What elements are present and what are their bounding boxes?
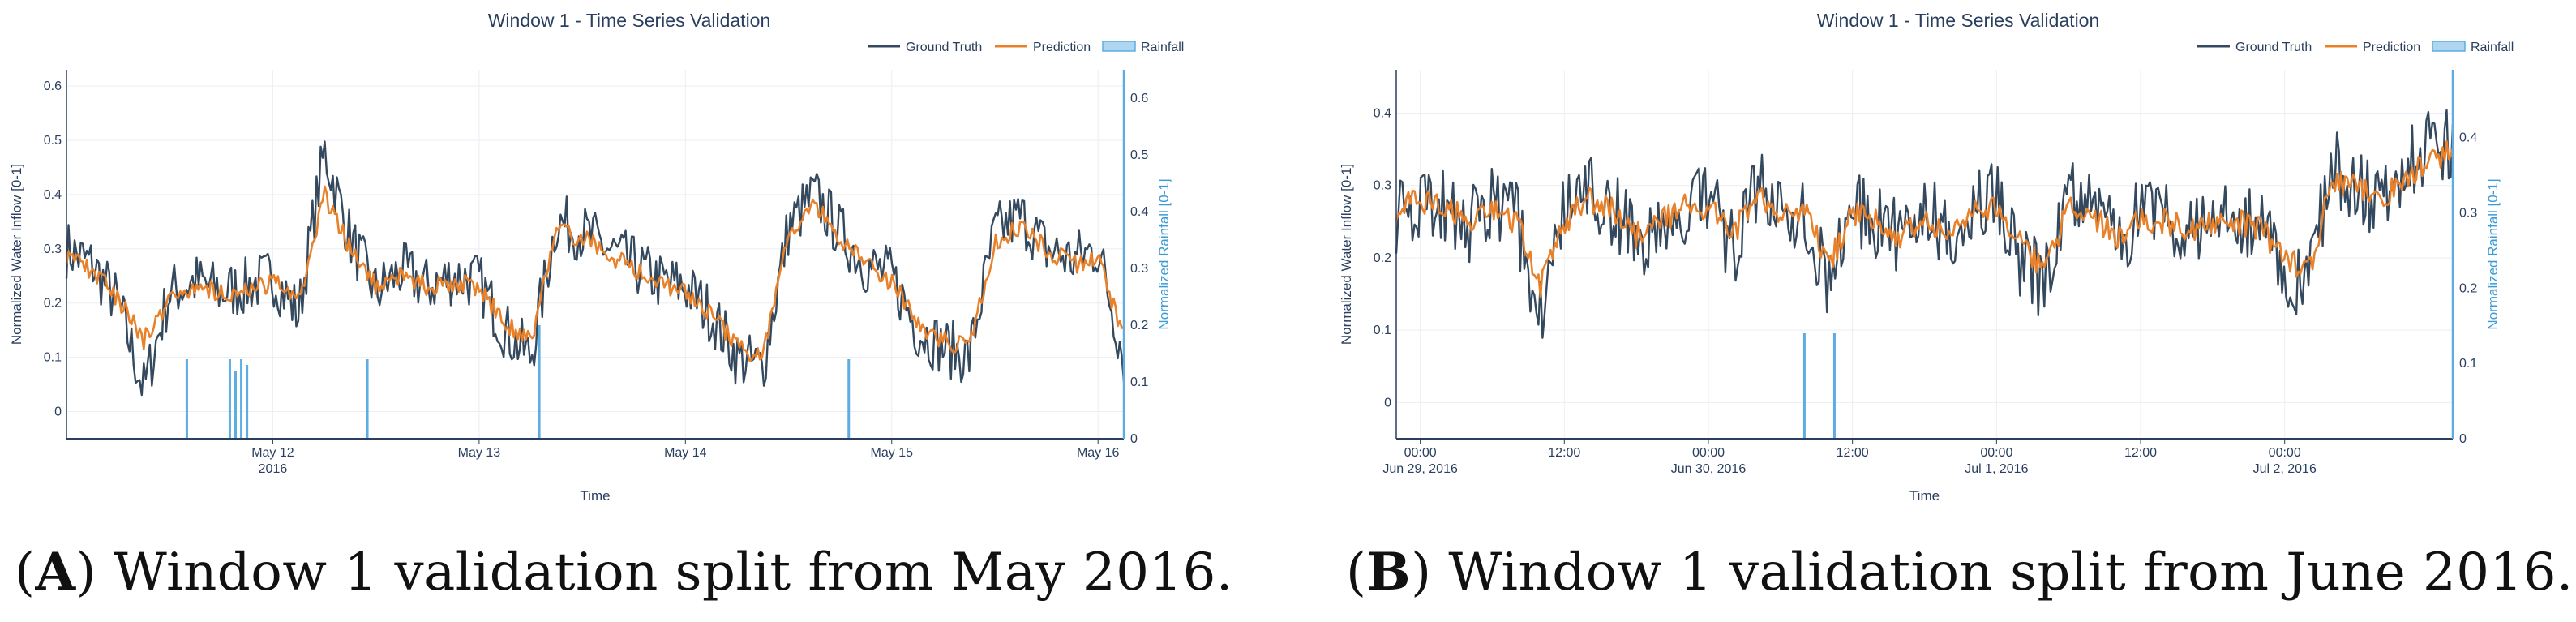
y-tick-label: 0.5 [44,134,62,148]
y-tick-label: 0.2 [1374,251,1391,265]
caption-b-text: ) Window 1 validation split from June 20… [1411,543,2574,603]
ground-truth-line [65,140,1125,397]
x-tick-label: 00:00 [1980,446,2012,460]
chart-title: Window 1 - Time Series Validation [1817,10,2100,31]
y-tick-label: 0.3 [1374,179,1391,193]
legend-swatch-rainfall [2432,41,2466,52]
chart-a-svg: Window 1 - Time Series Validation 0 0.1 0.2… [9,10,1184,504]
y2-tick-label: 0.2 [2459,281,2477,295]
x-tick-sublabel: Jun 30, 2016 [1671,462,1747,476]
caption-b-letter: B [1366,542,1412,603]
y2-tick-label: 0 [2459,432,2467,446]
x-tick-sublabel: Jun 29, 2016 [1382,462,1458,476]
x-tick-label: May 15 [871,446,914,460]
x-tick-sublabel: 2016 [259,462,288,476]
y2-tick-label: 0.6 [1130,92,1148,105]
x-tick-sublabel: Jul 1, 2016 [1965,462,2028,476]
y2-tick-label: 0.4 [1130,205,1148,219]
y-tick-label: 0.3 [44,242,62,256]
rainfall-bar [228,359,231,439]
legend-swatch-rainfall [1102,41,1136,52]
x-tick-label: May 12 [251,446,294,460]
caption-a-text: ) Window 1 validation split from May 201… [75,543,1233,603]
y2-tick-label: 0.5 [1130,148,1148,162]
y-tick-label: 0.1 [1374,324,1391,337]
legend-label-ground-truth: Ground Truth [906,41,982,54]
chart-panel-b: Window 1 - Time Series Validation 0 0.1 0.2… [1330,0,2576,622]
rainfall-bar [185,359,188,439]
y-axis-title: Normalized Water Inflow [0-1] [1339,164,1354,345]
prediction-line [1395,140,2454,298]
x-tick-label: May 13 [458,446,501,460]
x-axis-title: Time [1909,488,1940,504]
legend-label-rainfall: Rainfall [1141,41,1184,54]
x-tick-label: 12:00 [2124,446,2157,460]
caption-b: (B) Window 1 validation split from June … [1346,542,2574,603]
rainfall-bar [847,359,851,439]
ground-truth-line [1395,109,2454,339]
y2-axis-title: Normalized Rainfall [0-1] [1156,178,1172,329]
y-tick-label: 0 [1384,396,1391,410]
rainfall-bar [246,365,249,439]
y2-axis-title: Normalized Rainfall [0-1] [2485,178,2501,329]
x-tick-label: May 16 [1077,446,1120,460]
chart-panel-a: Window 1 - Time Series Validation 0 0.1 0.2… [9,10,1233,603]
y-axis-title: Normalized Water Inflow [0-1] [9,164,24,345]
y-tick-label: 0.4 [44,188,62,202]
rainfall-bar [234,371,237,439]
y-tick-label: 0.6 [44,79,62,93]
y-tick-label: 0.2 [44,297,62,311]
y2-tick-label: 0.1 [2459,357,2477,371]
x-tick-label: 00:00 [1692,446,1725,460]
chart-b-svg: Window 1 - Time Series Validation 0 0.1 0.2… [1339,10,2514,504]
y2-tick-label: 0.4 [2459,131,2477,145]
prediction-line [65,185,1125,362]
caption-a: (A) Window 1 validation split from May 2… [15,542,1233,603]
rainfall-bar [1832,333,1836,439]
x-tick-label: 00:00 [1404,446,1437,460]
legend-label-prediction: Prediction [1033,41,1091,54]
legend-label-rainfall: Rainfall [2471,41,2514,54]
x-axis-title: Time [580,488,610,504]
x-tick-label: 12:00 [1837,446,1869,460]
legend-label-ground-truth: Ground Truth [2235,41,2312,54]
y-tick-label: 0.4 [1374,107,1391,121]
y2-tick-label: 0.3 [2459,206,2477,220]
legend-label-prediction: Prediction [2363,41,2420,54]
rainfall-bar [538,325,541,439]
y-tick-label: 0.1 [44,351,62,365]
y2-tick-label: 0 [1130,432,1138,446]
rainfall-bar [1802,333,1806,439]
x-tick-label: May 14 [664,446,707,460]
rainfall-bar [366,359,369,439]
chart-title: Window 1 - Time Series Validation [488,10,771,31]
x-tick-sublabel: Jul 2, 2016 [2253,462,2317,476]
x-tick-label: 00:00 [2269,446,2301,460]
y2-tick-label: 0.1 [1130,375,1148,389]
x-tick-label: 12:00 [1548,446,1580,460]
y2-tick-label: 0.3 [1130,262,1148,276]
y-tick-label: 0 [54,405,62,419]
y2-tick-label: 0.2 [1130,319,1148,332]
rainfall-bar [240,359,243,439]
caption-a-letter: A [35,542,76,603]
